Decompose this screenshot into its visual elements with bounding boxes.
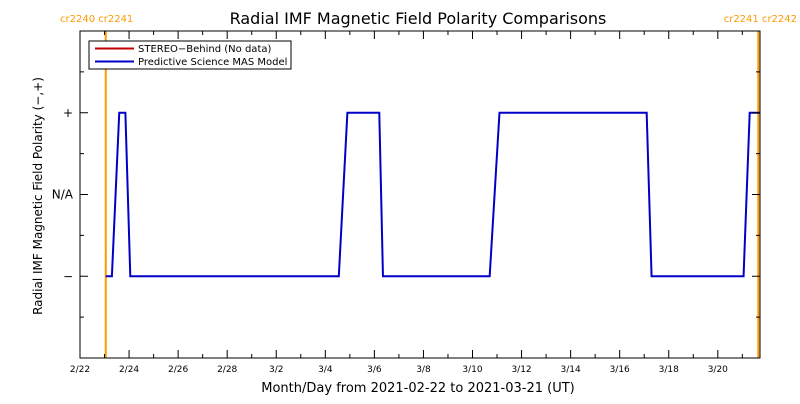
legend-label-mas-model: Predictive Science MAS Model bbox=[138, 57, 287, 68]
legend-label-stereo-behind: STEREO−Behind (No data) bbox=[138, 44, 271, 55]
x-tick-label: 3/12 bbox=[511, 365, 531, 375]
carrington-marker-label-0: cr2240 cr2241 bbox=[60, 14, 133, 25]
y-axis-label: Radial IMF Magnetic Field Polarity (−,+) bbox=[31, 77, 45, 315]
y-tick-label: − bbox=[63, 269, 73, 283]
carrington-marker-label-1: cr2241 cr2242 bbox=[724, 14, 797, 25]
x-tick-label: 2/28 bbox=[217, 365, 237, 375]
legend: STEREO−Behind (No data) Predictive Scien… bbox=[88, 40, 292, 70]
x-tick-label: 3/18 bbox=[659, 365, 679, 375]
x-tick-label: 3/16 bbox=[610, 365, 630, 375]
x-tick-label: 2/22 bbox=[70, 365, 90, 375]
x-tick-label: 3/14 bbox=[561, 365, 581, 375]
x-tick-label: 3/2 bbox=[269, 365, 283, 375]
x-tick-label: 2/24 bbox=[119, 365, 139, 375]
series-line-0 bbox=[105, 111, 760, 278]
y-axis-ticks: + N/A − bbox=[52, 71, 760, 318]
x-tick-label: 3/20 bbox=[708, 365, 728, 375]
y-tick-label: N/A bbox=[52, 188, 74, 202]
x-axis-ticks: 2/22 2/24 2/26 2/28 3/2 3/4 3/6 3/8 3/10 3/12 3/14… bbox=[70, 31, 743, 375]
x-tick-label: 3/10 bbox=[462, 365, 482, 375]
y-tick-label: + bbox=[63, 106, 73, 120]
x-tick-label: 3/6 bbox=[367, 365, 382, 375]
x-tick-label: 3/4 bbox=[318, 365, 333, 375]
x-tick-label: 2/26 bbox=[168, 365, 188, 375]
x-tick-label: 3/8 bbox=[416, 365, 431, 375]
series-lines bbox=[105, 111, 760, 278]
chart-title: Radial IMF Magnetic Field Polarity Compa… bbox=[230, 9, 607, 28]
x-axis-label: Month/Day from 2021-02-22 to 2021-03-21 … bbox=[261, 381, 574, 396]
legend-box bbox=[88, 40, 292, 70]
